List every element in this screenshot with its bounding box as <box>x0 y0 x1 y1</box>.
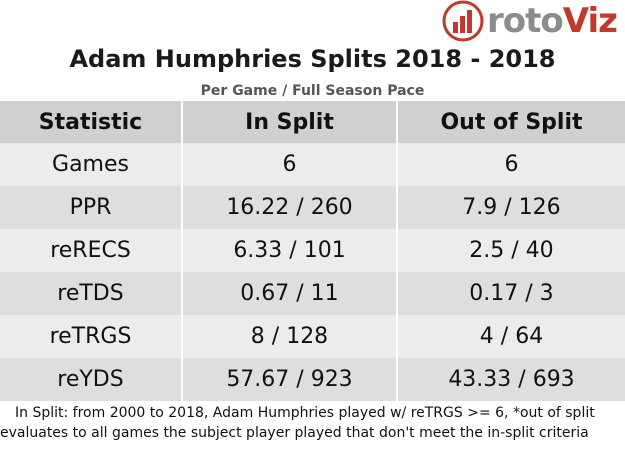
logo-bar-chart-icon <box>442 0 484 42</box>
logo-wordmark: rotoViz <box>487 0 618 42</box>
in-split-cell: 0.67 / 11 <box>182 272 398 315</box>
in-split-cell: 6 <box>182 143 398 186</box>
chart-subtitle: Per Game / Full Season Pace <box>200 83 425 99</box>
logo-text-main: roto <box>487 1 564 41</box>
logo-text-accent: Viz <box>562 1 618 41</box>
chart-title: Adam Humphries Splits 2018 - 2018 <box>69 45 556 73</box>
in-split-cell: 6.33 / 101 <box>182 229 398 272</box>
header-statistic: Statistic <box>0 101 183 143</box>
out-of-split-cell: 7.9 / 126 <box>397 186 625 229</box>
out-of-split-cell: 0.17 / 3 <box>397 272 625 315</box>
stat-name-cell: reYDS <box>0 358 183 401</box>
stat-name-cell: reTDS <box>0 272 183 315</box>
out-of-split-cell: 43.33 / 693 <box>397 358 625 401</box>
table-row: reYDS 57.67 / 923 43.33 / 693 <box>0 358 625 401</box>
stat-name-cell: reRECS <box>0 229 183 272</box>
rotoviz-logo: rotoViz <box>442 0 625 42</box>
splits-table: Statistic In Split Out of Split Games 6 … <box>0 101 625 401</box>
table-header-row: Statistic In Split Out of Split <box>0 101 625 143</box>
out-of-split-cell: 4 / 64 <box>397 315 625 358</box>
table-row: reTDS 0.67 / 11 0.17 / 3 <box>0 272 625 315</box>
in-split-cell: 57.67 / 923 <box>182 358 398 401</box>
in-split-cell: 8 / 128 <box>182 315 398 358</box>
stat-name-cell: PPR <box>0 186 183 229</box>
out-of-split-cell: 6 <box>397 143 625 186</box>
table-row: PPR 16.22 / 260 7.9 / 126 <box>0 186 625 229</box>
stat-name-cell: Games <box>0 143 183 186</box>
table-footnote: In Split: from 2000 to 2018, Adam Humphr… <box>0 405 595 441</box>
out-of-split-cell: 2.5 / 40 <box>397 229 625 272</box>
table-row: reTRGS 8 / 128 4 / 64 <box>0 315 625 358</box>
table-row: Games 6 6 <box>0 143 625 186</box>
in-split-cell: 16.22 / 260 <box>182 186 398 229</box>
stat-name-cell: reTRGS <box>0 315 183 358</box>
header-out-of-split: Out of Split <box>397 101 625 143</box>
table-row: reRECS 6.33 / 101 2.5 / 40 <box>0 229 625 272</box>
header-in-split: In Split <box>182 101 398 143</box>
